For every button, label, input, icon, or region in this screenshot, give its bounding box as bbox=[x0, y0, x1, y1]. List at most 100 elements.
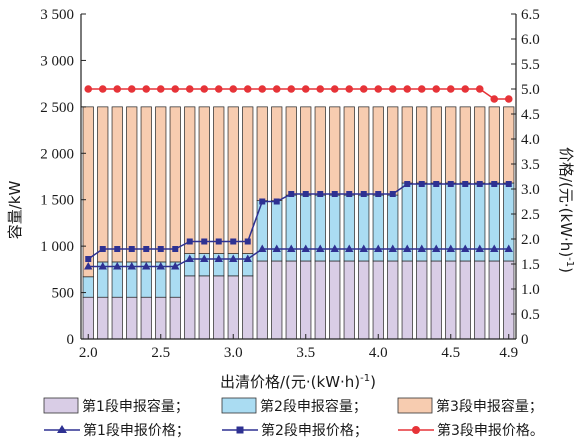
point-s5-13 bbox=[259, 198, 266, 205]
point-s5-12 bbox=[244, 238, 251, 245]
bar-s1-17 bbox=[314, 260, 326, 340]
y2-tick-label-13: 6.0 bbox=[521, 32, 540, 48]
point-s4-22 bbox=[388, 244, 397, 252]
legend-marker-series-4 bbox=[57, 425, 67, 433]
point-s5-20 bbox=[360, 191, 367, 197]
point-s6-9 bbox=[200, 85, 209, 93]
y-tick-label-5: 2 000 bbox=[40, 146, 74, 162]
point-s5-6 bbox=[157, 246, 164, 252]
x-axis-title: 出清价格/(元·(kW·h)-1) bbox=[220, 373, 376, 391]
bar-s1-20 bbox=[358, 260, 370, 340]
axes-layer: 0 500 1 000 1 500 2 000 2 500 3 000 3 500 0 0.5 1.… bbox=[40, 7, 540, 361]
legend-swatch-series-1 bbox=[43, 397, 79, 414]
bar-s1-7 bbox=[169, 296, 181, 340]
y-tick-label-4: 1 500 bbox=[40, 193, 74, 209]
point-s5-4 bbox=[128, 246, 135, 252]
bar-s3-22 bbox=[387, 106, 399, 196]
bar-s1-10 bbox=[213, 275, 225, 340]
bar-s3-7 bbox=[169, 106, 181, 263]
point-s5-29 bbox=[491, 181, 498, 187]
bar-s1-14 bbox=[271, 260, 283, 340]
point-s5-23 bbox=[404, 181, 411, 187]
y2-tick-label-4: 1.5 bbox=[521, 257, 540, 273]
point-s6-19 bbox=[345, 85, 354, 93]
legend-label-series-5: 第2段申报价格； bbox=[261, 422, 368, 439]
point-s4-6 bbox=[156, 262, 165, 270]
bar-s1-25 bbox=[430, 260, 442, 340]
bar-s1-15 bbox=[285, 260, 297, 340]
point-s4-11 bbox=[229, 254, 238, 262]
bar-s3-10 bbox=[213, 106, 225, 254]
x-tick-label-2: 2.5 bbox=[151, 345, 170, 361]
y2-tick-label-14: 6.5 bbox=[521, 7, 540, 23]
bar-s1-4 bbox=[126, 296, 138, 340]
bar-s1-27 bbox=[459, 260, 471, 340]
bar-s1-1 bbox=[82, 296, 94, 340]
bar-s3-18 bbox=[329, 106, 341, 196]
bar-s3-15 bbox=[285, 106, 297, 196]
point-s4-12 bbox=[243, 254, 252, 262]
y2-tick-label-12: 5.5 bbox=[521, 57, 540, 73]
point-s6-27 bbox=[461, 85, 470, 93]
legend-swatch-series-2 bbox=[221, 397, 257, 414]
x-tick-label-4: 3.5 bbox=[296, 345, 315, 361]
point-s4-13 bbox=[258, 244, 267, 252]
bar-s1-18 bbox=[329, 260, 341, 340]
bar-s1-22 bbox=[387, 260, 399, 340]
y2-tick-label-8: 3.5 bbox=[521, 157, 540, 173]
y-tick-label-7: 3 000 bbox=[40, 53, 74, 69]
point-s4-16 bbox=[301, 244, 310, 252]
point-s4-29 bbox=[490, 244, 499, 252]
bar-s3-6 bbox=[155, 106, 167, 263]
y-tick-label-2: 500 bbox=[52, 286, 75, 302]
bar-s1-5 bbox=[140, 296, 152, 340]
bar-s1-16 bbox=[300, 260, 312, 340]
point-s4-7 bbox=[171, 262, 180, 270]
legend-label-series-6: 第3段申报价格。 bbox=[437, 422, 544, 439]
bar-s1-19 bbox=[343, 260, 355, 340]
y2-axis-title-main: 价格/(元·(kW·h) bbox=[557, 147, 574, 257]
bar-s3-20 bbox=[358, 106, 370, 196]
y2-axis-title-end: ) bbox=[557, 267, 574, 273]
point-s4-17 bbox=[316, 244, 325, 252]
bar-s1-30 bbox=[503, 260, 515, 340]
legend-marker-series-5 bbox=[236, 426, 244, 434]
point-s5-28 bbox=[476, 181, 483, 187]
point-s4-10 bbox=[214, 254, 223, 262]
bar-s3-19 bbox=[343, 106, 355, 196]
bar-s3-24 bbox=[416, 106, 428, 184]
y2-tick-label-10: 4.5 bbox=[521, 107, 540, 123]
point-s6-16 bbox=[301, 85, 310, 93]
point-s6-22 bbox=[388, 85, 397, 93]
point-s6-12 bbox=[243, 85, 252, 93]
point-s4-1 bbox=[84, 262, 93, 270]
y2-tick-label-2: 0.5 bbox=[521, 307, 540, 323]
bar-s3-11 bbox=[227, 106, 239, 254]
y2-tick-label-5: 2.0 bbox=[521, 232, 540, 248]
point-s4-19 bbox=[345, 244, 354, 252]
y2-tick-label-6: 2.5 bbox=[521, 207, 540, 223]
x-tick-label-3: 3.0 bbox=[224, 345, 243, 361]
bar-s3-16 bbox=[300, 106, 312, 196]
bar-s1-24 bbox=[416, 260, 428, 340]
x-axis-title-sup: -1 bbox=[360, 373, 370, 384]
point-s6-14 bbox=[272, 85, 281, 93]
x-tick-label-1: 2.0 bbox=[79, 345, 98, 361]
point-s5-2 bbox=[99, 246, 106, 252]
point-s5-11 bbox=[230, 238, 237, 245]
point-s4-4 bbox=[127, 262, 136, 270]
legend-label-series-3: 第3段申报容量； bbox=[436, 398, 543, 415]
bars-layer bbox=[82, 106, 515, 340]
legend: 第1段申报容量； 第2段申报容量； 第3段申报容量； 第1段申报价格； 第2段申… bbox=[43, 397, 544, 439]
point-s5-9 bbox=[201, 238, 208, 245]
point-s6-6 bbox=[156, 85, 165, 93]
bar-s3-23 bbox=[401, 106, 413, 184]
point-s6-17 bbox=[316, 85, 325, 93]
bar-s3-9 bbox=[198, 106, 210, 254]
legend-label-series-1: 第1段申报容量； bbox=[82, 398, 189, 415]
point-s5-7 bbox=[172, 246, 179, 252]
point-s6-28 bbox=[475, 85, 484, 93]
point-s5-22 bbox=[389, 191, 396, 197]
point-s5-17 bbox=[317, 191, 324, 197]
point-s6-30 bbox=[504, 95, 513, 103]
